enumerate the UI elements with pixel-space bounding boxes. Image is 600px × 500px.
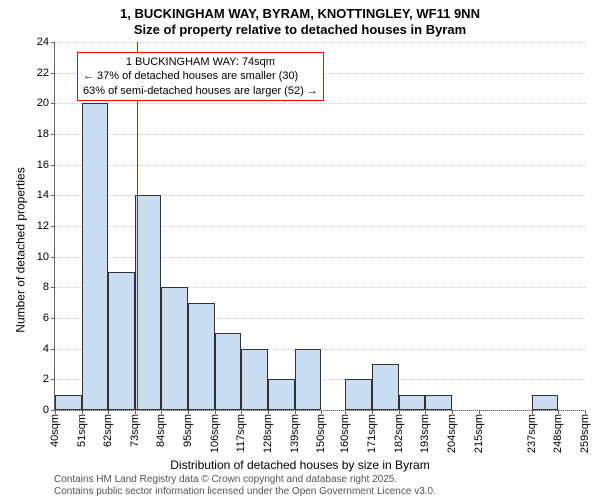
ytick-label: 4 [43,343,49,355]
credits-line-2: Contains public sector information licen… [54,486,436,498]
ytick-mark [51,195,55,196]
ytick-label: 12 [37,220,49,232]
ytick-label: 6 [43,312,49,324]
ytick-label: 24 [37,36,49,48]
histogram-bar [399,395,426,410]
xtick-label: 160sqm [339,414,351,453]
xtick-label: 215sqm [473,414,485,453]
histogram-bar [372,364,399,410]
xtick-label: 95sqm [182,414,194,447]
xtick-label: 193sqm [419,414,431,453]
ytick-mark [51,318,55,319]
ytick-mark [51,287,55,288]
histogram-bar [268,379,295,410]
annotation-line-3: 63% of semi-detached houses are larger (… [83,84,318,98]
histogram-bar [215,333,242,410]
ytick-mark [51,134,55,135]
xtick-label: 40sqm [49,414,61,447]
xtick-label: 237sqm [526,414,538,453]
xtick-label: 128sqm [262,414,274,453]
histogram-bar [425,395,452,410]
chart-title-sub: Size of property relative to detached ho… [0,22,600,37]
ytick-label: 2 [43,373,49,385]
ytick-label: 20 [37,97,49,109]
gridline [55,134,585,135]
chart-title-main: 1, BUCKINGHAM WAY, BYRAM, KNOTTINGLEY, W… [0,6,600,21]
xtick-label: 139sqm [289,414,301,453]
property-size-chart: 1, BUCKINGHAM WAY, BYRAM, KNOTTINGLEY, W… [0,0,600,500]
ytick-mark [51,42,55,43]
ytick-mark [51,226,55,227]
credits: Contains HM Land Registry data © Crown c… [54,474,436,498]
xtick-label: 182sqm [393,414,405,453]
ytick-label: 16 [37,159,49,171]
ytick-mark [51,165,55,166]
xtick-label: 117sqm [235,414,247,452]
ytick-label: 14 [37,189,49,201]
annotation-line-1: 1 BUCKINGHAM WAY: 74sqm [83,55,318,69]
xtick-label: 204sqm [446,414,458,453]
xtick-label: 62sqm [102,414,114,447]
annotation-line-2: ← 37% of detached houses are smaller (30… [83,69,318,83]
histogram-bar [135,195,162,410]
ytick-mark [51,379,55,380]
x-axis-label: Distribution of detached houses by size … [0,458,600,472]
gridline [55,103,585,104]
xtick-label: 171sqm [366,414,378,453]
histogram-bar [161,287,188,410]
ytick-label: 10 [37,251,49,263]
y-axis-label: Number of detached properties [14,167,28,332]
histogram-bar [532,395,559,410]
ytick-label: 8 [43,281,49,293]
xtick-label: 84sqm [155,414,167,447]
xtick-label: 248sqm [552,414,564,453]
ytick-mark [51,257,55,258]
xtick-label: 150sqm [315,414,327,453]
ytick-label: 18 [37,128,49,140]
ytick-mark [51,103,55,104]
ytick-label: 22 [37,67,49,79]
ytick-mark [51,73,55,74]
gridline [55,165,585,166]
ytick-mark [51,349,55,350]
gridline [55,42,585,43]
credits-line-1: Contains HM Land Registry data © Crown c… [54,474,436,486]
annotation-box: 1 BUCKINGHAM WAY: 74sqm← 37% of detached… [77,52,324,101]
xtick-label: 73sqm [129,414,141,447]
histogram-bar [55,395,82,410]
xtick-label: 106sqm [209,414,221,453]
xtick-label: 51sqm [76,414,88,447]
histogram-bar [241,349,268,410]
histogram-bar [345,379,372,410]
histogram-bar [108,272,135,410]
histogram-bar [295,349,322,410]
plot-area: 02468101214161820222440sqm51sqm62sqm73sq… [54,42,585,411]
xtick-label: 259sqm [579,414,591,453]
histogram-bar [188,303,215,410]
histogram-bar [82,103,109,410]
